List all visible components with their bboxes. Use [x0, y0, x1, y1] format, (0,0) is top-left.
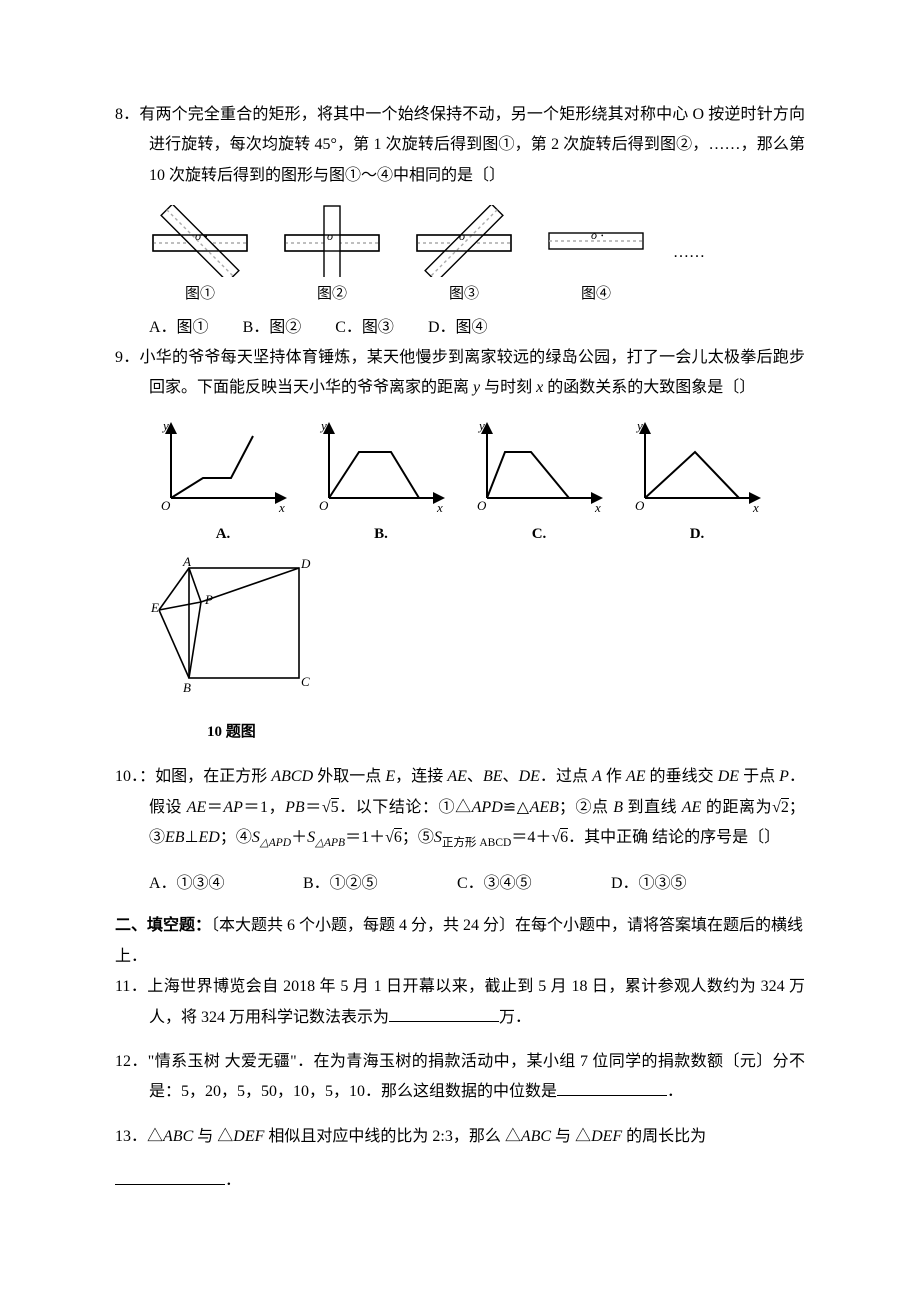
q10-fig-caption: 10 题图 [207, 718, 805, 747]
sqrt2: √2 [772, 798, 789, 816]
q8-opt-c: C．图③ [335, 319, 394, 336]
section2-desc: 〔本大题共 6 个小题，每题 4 分，共 24 分〕在每个小题中，请将答案填在题… [115, 917, 803, 964]
label-c-icon: C [301, 674, 310, 689]
section2-title: 二、填空题： [115, 917, 211, 934]
q9-text-post: 的函数关系的大致图象是〔〕 [543, 379, 755, 396]
svg-text:x: x [278, 500, 285, 515]
q13-number: 13． [115, 1128, 147, 1145]
question-10: 10．：如图，在正方形 ABCD 外取一点 E，连接 AE、BE、DE．过点 A… [115, 762, 805, 855]
svg-text:O: O [635, 498, 645, 513]
sqrt6b: √6 [551, 828, 568, 846]
label-p-icon: P [204, 592, 213, 607]
label-a-icon: A [182, 554, 191, 569]
q13-blank [115, 1170, 225, 1185]
o-label-icon: o [195, 229, 201, 243]
q9-graphs: y x O A. y x O B. y [153, 418, 805, 549]
q12-post: ． [667, 1083, 683, 1100]
q10-opt-d: D．①③⑤ [611, 869, 761, 899]
q9-number: 9． [115, 349, 139, 366]
q8-opt-b: B．图② [243, 319, 302, 336]
q8-fig1-svg: o • [145, 205, 255, 277]
q9-graph-b: y x O B. [311, 418, 451, 549]
question-11: 11．上海世界博览会自 2018 年 5 月 1 日开幕以来，截止到 5 月 1… [115, 972, 805, 1033]
label-e-icon: E [150, 600, 159, 615]
q10-opt-a: A．①③④ [149, 869, 299, 899]
q8-figures: o • 图① o 图② [145, 205, 805, 309]
q10-opt-c: C．③④⑤ [457, 869, 607, 899]
q13-post: ． [225, 1172, 241, 1189]
q8-fig4-svg: o • [541, 225, 651, 255]
question-12: 12．"情系玉树 大爱无疆"．在为青海玉树的捐款活动中，某小组 7 位同学的捐款… [115, 1047, 805, 1108]
q10-options: A．①③④ B．①②⑤ C．③④⑤ D．①③⑤ [115, 869, 805, 899]
label-d-icon: D [300, 556, 311, 571]
q8-cap1: 图① [185, 280, 215, 309]
q9-graph-c: y x O C. [469, 418, 609, 549]
q12-blank [557, 1081, 667, 1096]
svg-text:O: O [477, 498, 487, 513]
q8-cap4: 图④ [581, 280, 611, 309]
svg-text:y: y [161, 418, 169, 433]
q8-fig-1: o • 图① [145, 205, 255, 309]
q9-graph-d: y x O D. [627, 418, 767, 549]
q8-opt-a: A．图① [149, 319, 209, 336]
q11-post: 万． [499, 1009, 531, 1026]
exam-page: 8．有两个完全重合的矩形，将其中一个始终保持不动，另一个矩形绕其对称中心 O 按… [0, 0, 920, 1257]
svg-text:y: y [477, 418, 485, 433]
q11-blank [389, 1006, 499, 1021]
q8-options: A．图① B．图② C．图③ D．图④ [115, 313, 805, 343]
q9-graph-a: y x O A. [153, 418, 293, 549]
question-8: 8．有两个完全重合的矩形，将其中一个始终保持不动，另一个矩形绕其对称中心 O 按… [115, 100, 805, 191]
q8-fig-2: o 图② [277, 205, 387, 309]
svg-text:O: O [161, 498, 171, 513]
sqrt6a: √6 [385, 828, 402, 846]
q10-number: 10． [115, 768, 139, 785]
q8-cap3: 图③ [449, 280, 479, 309]
svg-text:y: y [319, 418, 327, 433]
q9-cap-c: C. [532, 520, 547, 549]
q8-opt-d: D．图④ [428, 319, 488, 336]
section-2-heading: 二、填空题：〔本大题共 6 个小题，每题 4 分，共 24 分〕在每个小题中，请… [115, 911, 805, 972]
q8-cap2: 图② [317, 280, 347, 309]
q9-cap-b: B. [374, 520, 388, 549]
label-b-icon: B [183, 680, 191, 695]
q8-number: 8． [115, 106, 139, 123]
q10-figure: A D E P B C 10 题图 [149, 554, 805, 746]
q13-blank-row: ． [115, 1166, 805, 1196]
question-9: 9．小华的爷爷每天坚持体育锤炼，某天他慢步到离家较远的绿岛公园，打了一会儿太极拳… [115, 343, 805, 404]
o-label-icon: o [591, 228, 597, 242]
q8-fig2-svg: o [277, 205, 387, 277]
svg-text:x: x [752, 500, 759, 515]
svg-text:x: x [594, 500, 601, 515]
q8-text: 有两个完全重合的矩形，将其中一个始终保持不动，另一个矩形绕其对称中心 O 按逆时… [139, 106, 805, 184]
svg-text:y: y [635, 418, 643, 433]
q8-dots: …… [673, 238, 705, 268]
svg-text:O: O [319, 498, 329, 513]
q8-fig3-svg: o [409, 205, 519, 277]
q13-pre: △ [147, 1128, 163, 1145]
q9-cap-d: D. [690, 520, 705, 549]
q8-fig-4: o • 图④ [541, 225, 651, 309]
q10-svg: A D E P B C [149, 554, 319, 704]
sqrt5: √5 [322, 798, 339, 816]
q9-cap-a: A. [216, 520, 231, 549]
question-13: 13．△ABC 与 △DEF 相似且对应中线的比为 2:3，那么 △ABC 与 … [115, 1122, 805, 1152]
o-label-icon: o [459, 229, 465, 243]
q12-pre: "情系玉树 大爱无疆"．在为青海玉树的捐款活动中，某小组 7 位同学的捐款数额〔… [148, 1053, 805, 1100]
q10-opt-b: B．①②⑤ [303, 869, 453, 899]
o-label-icon: o [327, 229, 333, 243]
q8-fig-3: o 图③ [409, 205, 519, 309]
q12-number: 12． [115, 1053, 148, 1070]
q11-number: 11． [115, 978, 147, 995]
svg-text:x: x [436, 500, 443, 515]
q9-text-mid: 与时刻 [480, 379, 536, 396]
